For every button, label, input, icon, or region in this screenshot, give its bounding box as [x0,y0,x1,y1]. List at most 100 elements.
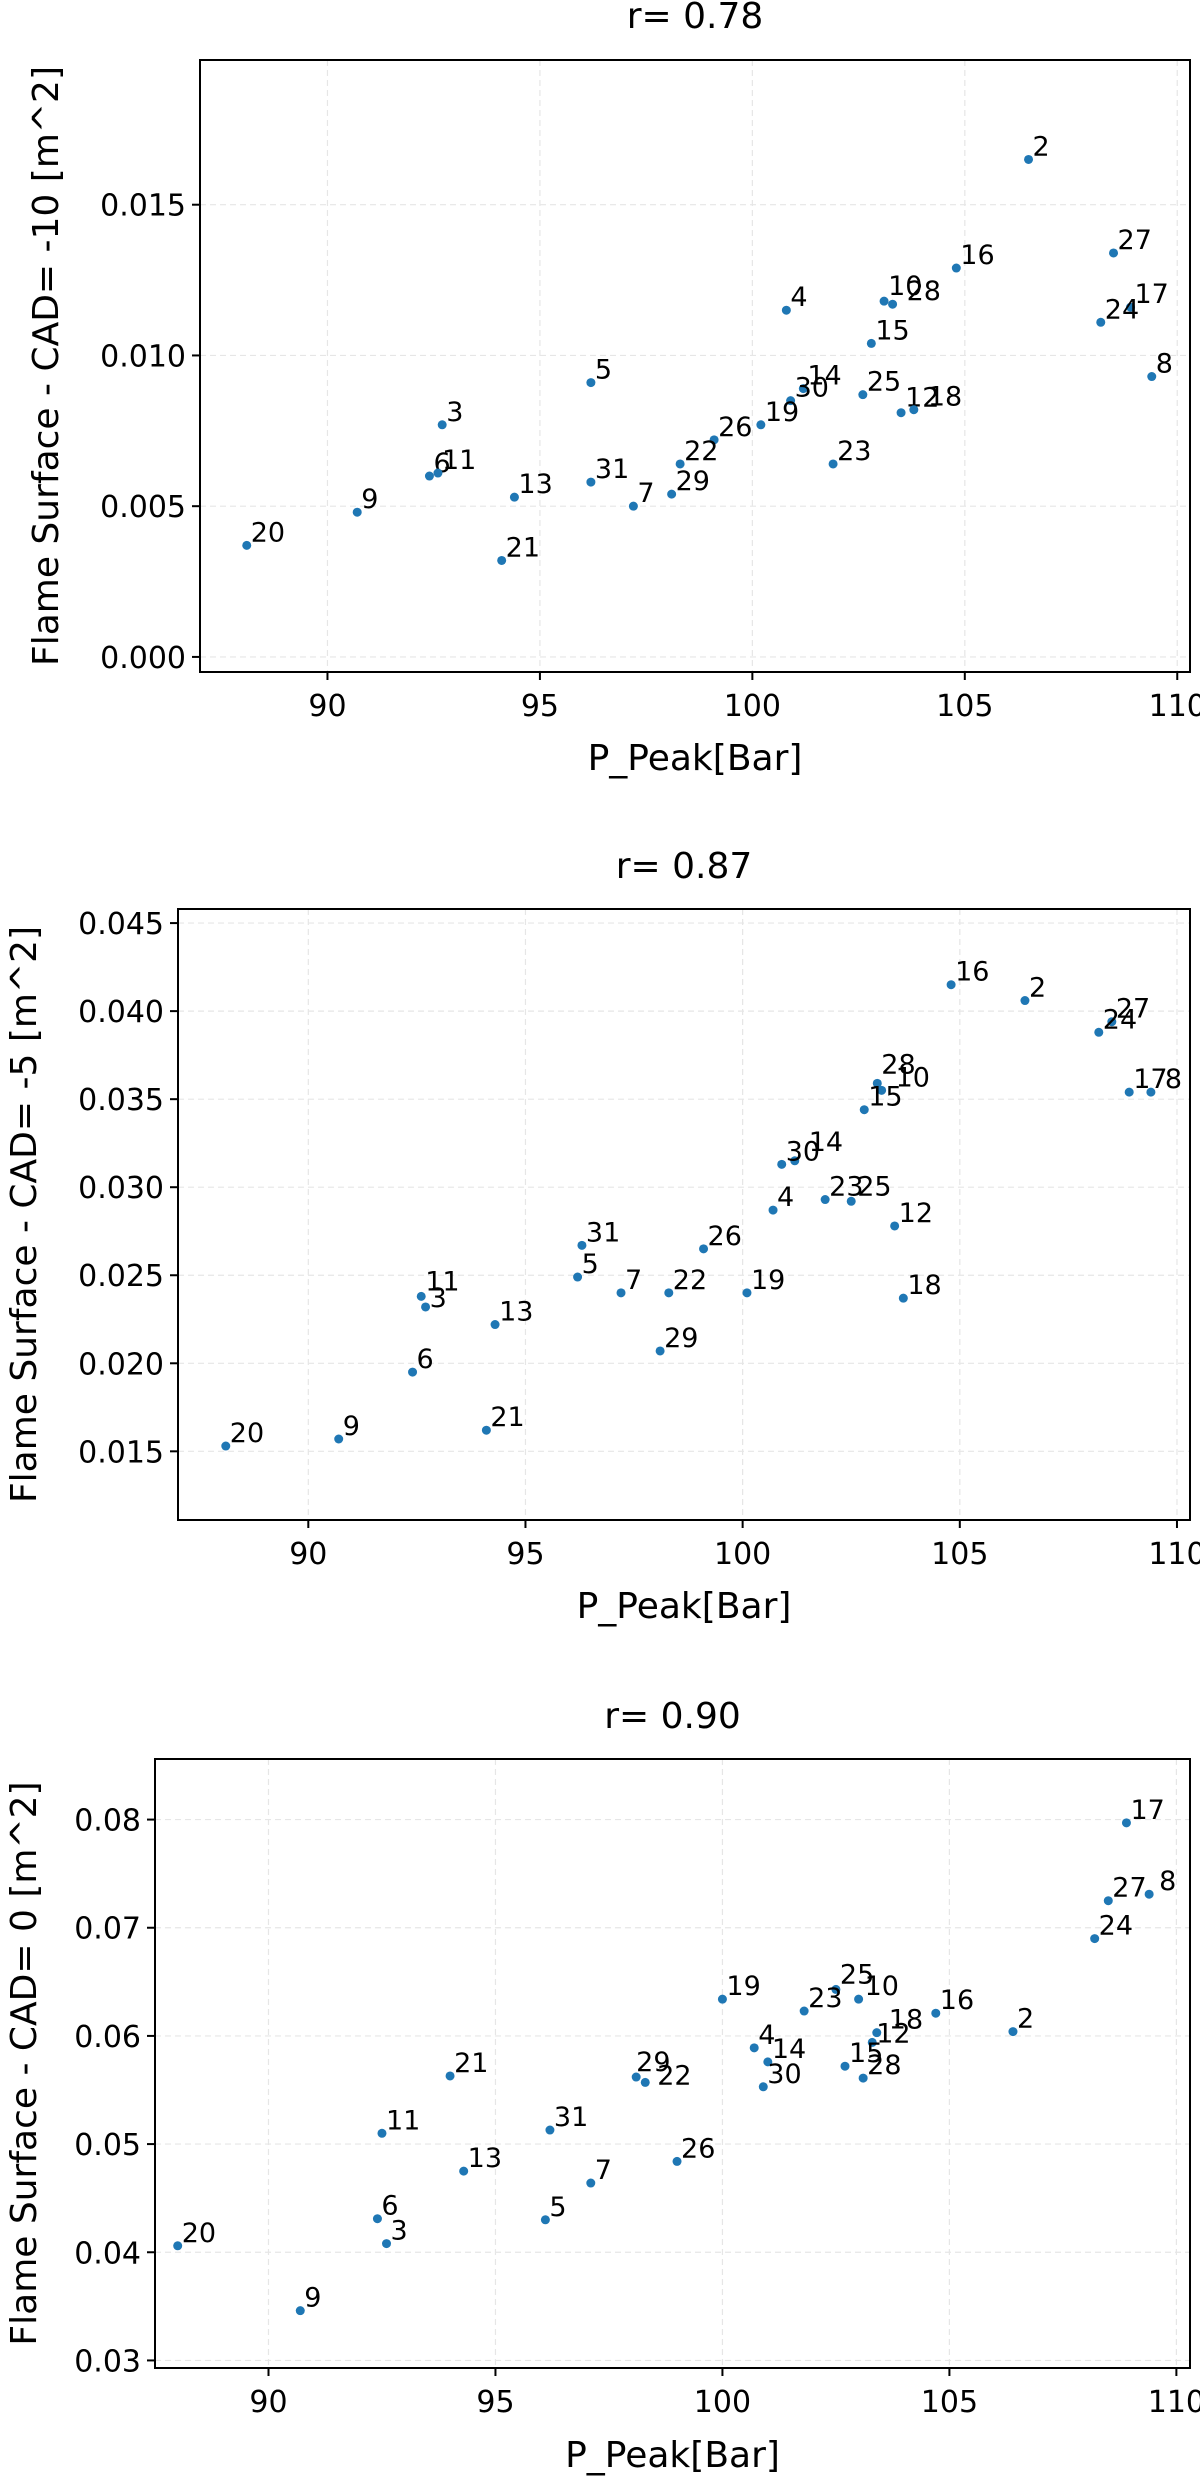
data-point-label: 20 [230,1418,264,1449]
data-point-label: 15 [868,1082,902,1113]
data-point-label: 9 [343,1411,360,1442]
data-point [295,2306,305,2316]
data-point-label: 31 [554,2102,588,2133]
data-point-label: 2 [1033,131,1050,162]
data-point [1103,1896,1113,1906]
data-point-label: 2 [1017,2004,1034,2035]
data-point [699,1244,709,1254]
data-point [1147,372,1157,382]
data-point [545,2125,555,2135]
y-tick-label: 0.020 [78,1347,164,1382]
data-point-label: 13 [468,2143,502,2174]
y-axis-title: Flame Surface - CAD= -10 [m^2] [26,66,67,666]
data-point-label: 18 [889,2005,923,2036]
data-point-label: 25 [840,1959,874,1990]
data-point-label: 9 [304,2283,321,2314]
data-point-label: 3 [391,2216,408,2247]
data-point [1090,1934,1100,1944]
data-point [628,501,638,511]
y-axis-title: Flame Surface - CAD= 0 [m^2] [4,1781,45,2345]
data-point-label: 5 [582,1249,599,1280]
data-point [946,980,956,990]
data-point-label: 12 [876,2018,910,2049]
x-axis-title: P_Peak[Bar] [565,2435,780,2476]
data-point-label: 16 [940,1985,974,2016]
data-point [859,1105,869,1115]
data-point [242,540,252,550]
scatter-panel-cad-minus-5: 90 95 100 105 1100.0150.0200.0250.0300.0350.… [4,846,1200,1627]
data-point-label: 18 [928,382,962,413]
data-point-label: 25 [867,367,901,398]
data-point [573,1272,583,1282]
data-point [586,2178,596,2188]
y-tick-label: 0.040 [78,995,164,1030]
data-point-label: 30 [795,373,829,404]
data-point [879,296,889,306]
data-point-label: 26 [681,2133,715,2164]
x-tick-label: 95 [506,1537,544,1572]
data-point [1121,1818,1131,1828]
data-point [616,1288,626,1298]
data-point [490,1320,500,1330]
data-point [1126,302,1136,312]
data-point-label: 14 [772,2034,806,2065]
data-point [1094,1027,1104,1037]
x-axis-title: P_Peak[Bar] [588,738,803,779]
data-point-label: 22 [684,436,718,467]
data-point-label: 21 [454,2048,488,2079]
y-tick-label: 0.06 [74,2020,141,2055]
data-point [459,2166,469,2176]
y-tick-label: 0.08 [74,1804,141,1839]
data-point [586,477,596,487]
chart-title: r= 0.78 [627,0,764,37]
data-point-label: 8 [1156,349,1173,380]
data-point [846,1196,856,1206]
data-point [867,2037,877,2047]
y-tick-label: 0.07 [74,1912,141,1947]
data-point-label: 10 [896,1062,930,1093]
data-point [540,2215,550,2225]
data-point-label: 29 [664,1323,698,1354]
y-axis-title: Flame Surface - CAD= -5 [m^2] [4,926,45,1503]
data-point [481,1425,491,1435]
data-point-label: 19 [751,1265,785,1296]
data-point [655,1346,665,1356]
plot-frame [199,59,1191,673]
data-point [786,396,796,406]
x-axis-title: P_Peak[Bar] [577,1586,792,1627]
data-point [433,468,443,478]
data-point-label: 6 [417,1344,434,1375]
data-point [221,1441,231,1451]
data-point [872,2028,882,2038]
data-point-label: 2 [1029,973,1046,1004]
data-point-label: 10 [888,271,922,302]
x-tick-label: 100 [714,1537,771,1572]
x-tick-label: 95 [476,2385,514,2420]
data-point [951,263,961,273]
y-tick-label: 0.015 [100,189,186,224]
plot-frame [177,908,1191,1521]
data-point [866,338,876,348]
data-point-label: 12 [899,1198,933,1229]
data-point-label: 7 [637,478,654,509]
data-point-label: 8 [1165,1064,1182,1095]
data-point-label: 16 [955,957,989,988]
data-point [931,2008,941,2018]
data-point-label: 15 [849,2038,883,2069]
data-point [854,1994,864,2004]
data-point [828,459,838,469]
data-point-label: 27 [1116,994,1150,1025]
data-point [781,305,791,315]
y-tick-label: 0.015 [78,1435,164,1470]
data-point-label: 20 [182,2218,216,2249]
data-point [896,408,906,418]
data-point-label: 14 [807,361,841,392]
data-point [888,299,898,309]
data-point-label: 16 [960,240,994,271]
data-point-label: 3 [446,397,463,428]
data-point-label: 24 [1103,1004,1137,1035]
data-point [437,420,447,430]
y-tick-label: 0.000 [100,641,186,676]
